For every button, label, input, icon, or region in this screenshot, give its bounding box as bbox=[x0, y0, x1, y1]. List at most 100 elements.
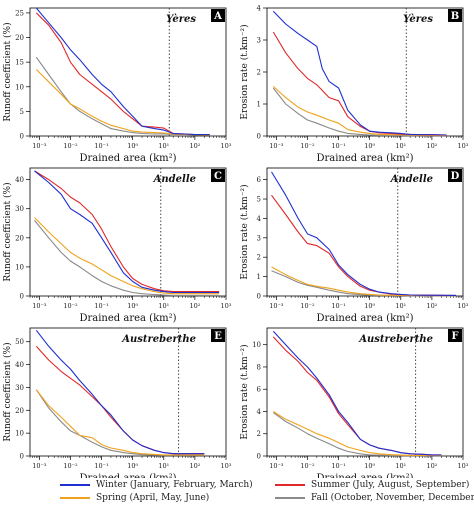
legend-item-fall: Fall (October, November, December) bbox=[275, 493, 474, 503]
x-tick-label: 10⁰ bbox=[364, 142, 375, 150]
x-tick-label: 10³ bbox=[458, 462, 469, 470]
series-line-fall bbox=[271, 270, 457, 297]
y-tick-label: 25 bbox=[15, 9, 24, 17]
y-axis-label: Runoff coefficient (%) bbox=[2, 342, 13, 441]
panel-title: Austreberthe bbox=[358, 334, 433, 345]
y-tick-label: 30 bbox=[15, 205, 24, 213]
x-tick-label: 10¹ bbox=[395, 142, 406, 150]
x-tick-label: 10⁰ bbox=[127, 462, 138, 470]
panel-letter-badge bbox=[448, 9, 462, 22]
y-tick-label: 5 bbox=[257, 196, 261, 204]
plot-frame bbox=[266, 167, 464, 297]
x-tick-label: 10³ bbox=[458, 302, 469, 310]
y-tick-label: 40 bbox=[15, 361, 24, 369]
panel-title: Yères bbox=[166, 14, 196, 25]
panel-letter: F bbox=[451, 331, 458, 342]
x-tick-label: 10⁻² bbox=[63, 142, 78, 150]
y-tick-label: 0 bbox=[257, 453, 261, 461]
series-line-winter bbox=[272, 10, 447, 136]
x-tick-label: 10⁻¹ bbox=[331, 462, 346, 470]
panel-title: Yères bbox=[403, 14, 433, 25]
series-line-summer bbox=[272, 336, 442, 456]
legend-swatch-fall bbox=[275, 497, 305, 499]
legend-label-summer: Summer (July, August, September) bbox=[311, 480, 470, 490]
x-tick-label: 10³ bbox=[221, 302, 232, 310]
x-tick-label: 10¹ bbox=[395, 462, 406, 470]
x-tick-label: 10⁻² bbox=[300, 142, 315, 150]
legend-label-fall: Fall (October, November, December) bbox=[311, 493, 474, 503]
x-tick-label: 10⁰ bbox=[364, 302, 375, 310]
series-line-fall bbox=[34, 220, 220, 296]
series-line-spring bbox=[271, 266, 457, 297]
y-tick-label: 0 bbox=[257, 133, 261, 141]
series-line-spring bbox=[273, 411, 442, 456]
panel-letter: E bbox=[214, 331, 222, 342]
legend-item-winter: Winter (January, February, March) bbox=[60, 480, 253, 490]
y-axis-label: Erosion rate (t.km⁻²) bbox=[239, 344, 250, 439]
series-line-winter bbox=[272, 330, 442, 456]
x-tick-label: 10⁻¹ bbox=[94, 142, 109, 150]
series-line-winter bbox=[34, 170, 220, 294]
y-tick-label: 0 bbox=[20, 293, 24, 301]
x-tick-label: 10³ bbox=[458, 142, 469, 150]
series-line-spring bbox=[34, 217, 220, 295]
y-axis-label: Erosion rate (t.km⁻²) bbox=[239, 24, 250, 119]
x-tick-label: 10² bbox=[426, 462, 437, 470]
legend-item-summer: Summer (July, August, September) bbox=[275, 480, 469, 490]
x-axis-label: Drained area (km²) bbox=[79, 153, 176, 164]
legend-swatch-summer bbox=[275, 484, 305, 486]
y-axis-label: Runoff coefficient (%) bbox=[2, 22, 13, 121]
y-tick-label: 10 bbox=[15, 83, 24, 91]
series-line-winter bbox=[35, 329, 205, 455]
y-tick-label: 8 bbox=[257, 363, 261, 371]
panel-title: Andelle bbox=[390, 174, 433, 185]
panel-d: 10⁻³ 10⁻² 10⁻¹ 10⁰ 10¹ 10² 10³ 0 1 2 3 4 5 6 Andelle D D… bbox=[239, 167, 469, 324]
panel-letter: B bbox=[451, 11, 459, 22]
x-tick-label: 10⁻² bbox=[300, 462, 315, 470]
x-tick-label: 10⁻³ bbox=[269, 462, 284, 470]
series-line-fall bbox=[35, 389, 205, 456]
legend-swatch-winter bbox=[60, 484, 90, 486]
legend-label-winter: Winter (January, February, March) bbox=[96, 480, 253, 490]
panel-letter: D bbox=[451, 171, 460, 182]
panel-letter: A bbox=[213, 11, 222, 22]
panel-letter: C bbox=[214, 171, 222, 182]
x-tick-label: 10² bbox=[189, 142, 200, 150]
panel-letter-badge bbox=[211, 329, 225, 342]
y-tick-label: 6 bbox=[257, 386, 262, 394]
x-axis-label: Drained area (km²) bbox=[316, 473, 413, 478]
series-line-winter bbox=[271, 171, 457, 296]
legend: Winter (January, February, March) Summer… bbox=[60, 480, 474, 506]
y-tick-label: 1 bbox=[257, 273, 261, 281]
x-tick-label: 10⁻¹ bbox=[331, 302, 346, 310]
y-tick-label: 40 bbox=[15, 176, 24, 184]
x-tick-label: 10² bbox=[426, 142, 437, 150]
x-axis-label: Drained area (km²) bbox=[79, 313, 176, 324]
x-axis-label: Drained area (km²) bbox=[79, 473, 176, 478]
y-tick-label: 20 bbox=[15, 407, 24, 415]
panel-f: 10⁻³ 10⁻² 10⁻¹ 10⁰ 10¹ 10² 10³ 0 2 4 6 8 10 Austreber… bbox=[239, 327, 469, 478]
series-line-summer bbox=[272, 31, 447, 136]
y-tick-label: 30 bbox=[15, 384, 24, 392]
legend-item-spring: Spring (April, May, June) bbox=[60, 493, 209, 503]
x-tick-label: 10⁻³ bbox=[32, 142, 47, 150]
x-tick-label: 10⁻¹ bbox=[331, 142, 346, 150]
y-tick-label: 2 bbox=[257, 69, 261, 77]
plot-frame bbox=[29, 7, 227, 137]
series-line-spring bbox=[272, 85, 447, 136]
panel-letter-badge bbox=[448, 329, 462, 342]
x-tick-label: 10¹ bbox=[158, 142, 169, 150]
y-tick-label: 15 bbox=[15, 59, 24, 67]
x-tick-label: 10¹ bbox=[395, 302, 406, 310]
x-tick-label: 10⁻¹ bbox=[94, 462, 109, 470]
x-tick-label: 10⁰ bbox=[364, 462, 375, 470]
series-line-winter bbox=[35, 7, 210, 136]
y-tick-label: 10 bbox=[252, 341, 261, 349]
panel-a: 10⁻³ 10⁻² 10⁻¹ 10⁰ 10¹ 10² 10³ 0 5 10 15 20 25 Yères A… bbox=[2, 7, 232, 164]
x-tick-label: 10⁰ bbox=[127, 142, 138, 150]
y-tick-label: 6 bbox=[257, 176, 262, 184]
series-line-spring bbox=[35, 69, 210, 136]
series-line-spring bbox=[35, 389, 205, 456]
y-tick-label: 2 bbox=[257, 254, 261, 262]
series-line-summer bbox=[35, 345, 205, 455]
